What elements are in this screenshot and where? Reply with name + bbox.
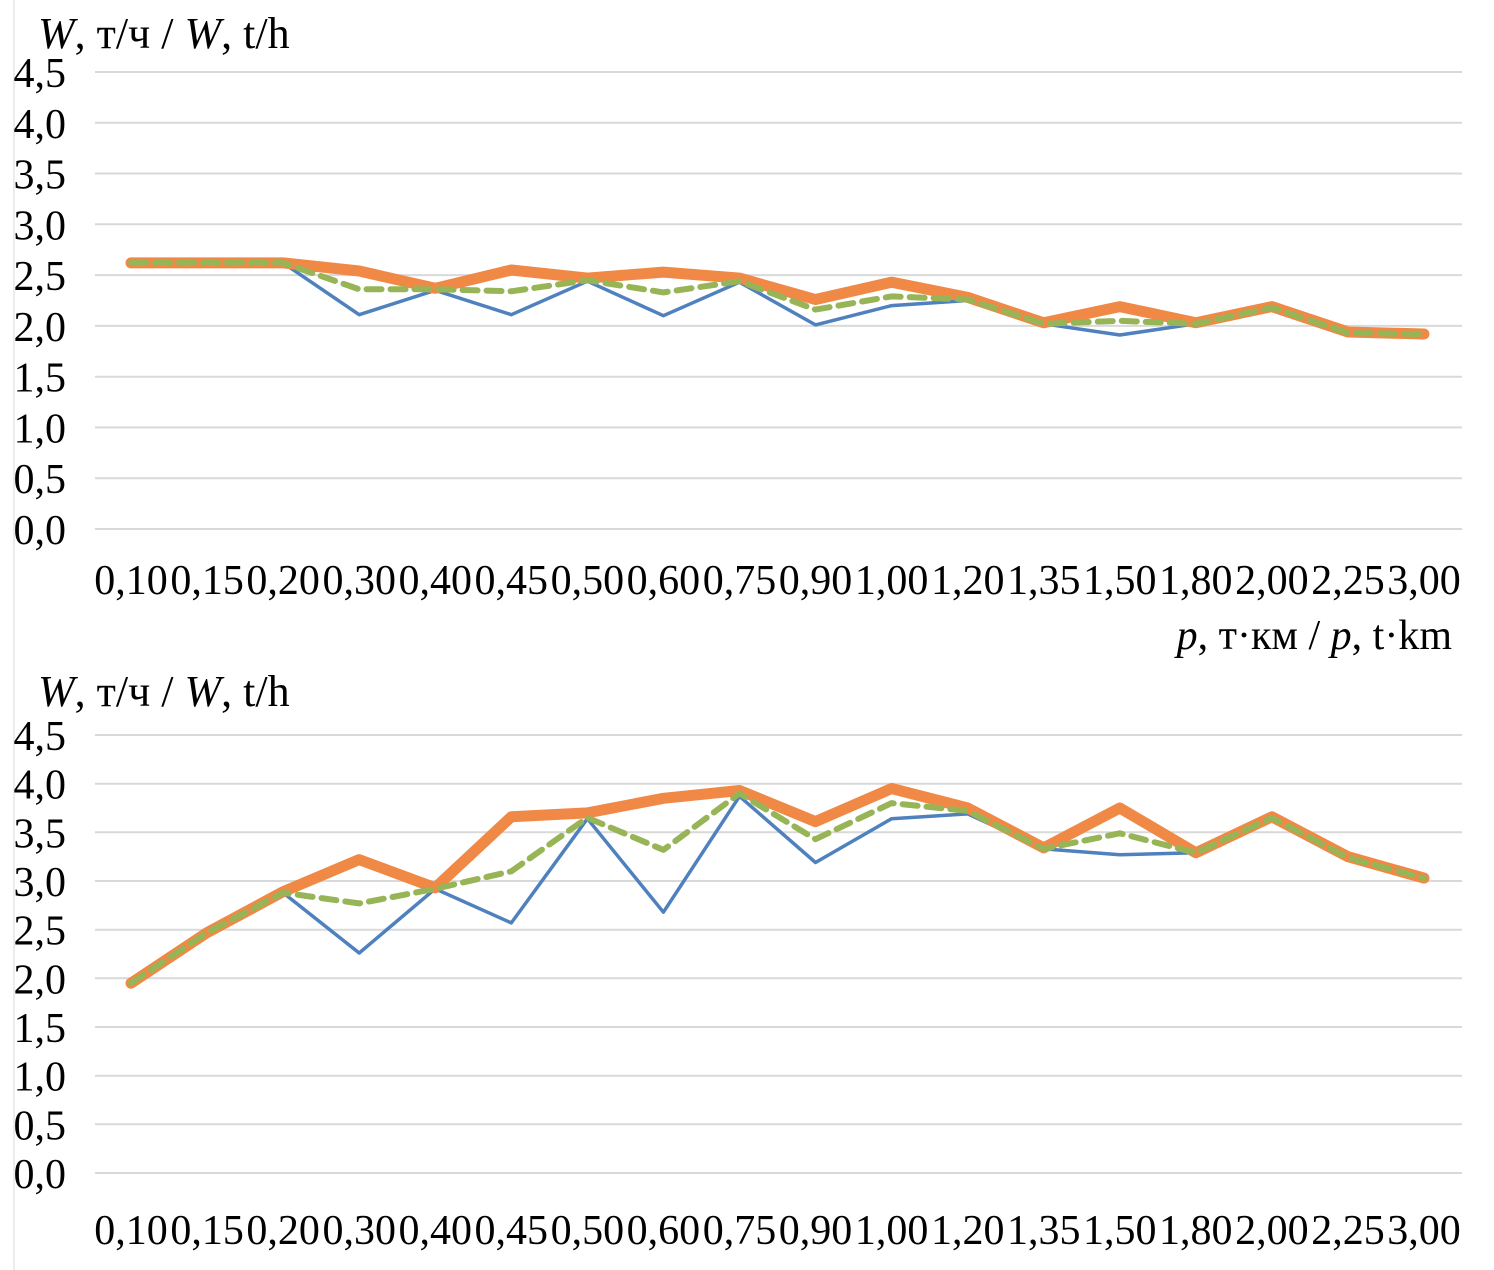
y-tick-label-4,0: 4,0 [14, 763, 67, 809]
series-line-thin-solid-blue [129, 794, 1426, 985]
y-tick-label-4,5: 4,5 [14, 51, 67, 97]
title-text: W [38, 667, 75, 716]
y-tick-label-0,0: 0,0 [14, 1152, 67, 1198]
x-tick-label-2,00: 2,00 [1235, 558, 1309, 604]
x-tick-label-2,00: 2,00 [1235, 1208, 1309, 1254]
x-tick-label-1,00: 1,00 [855, 1208, 929, 1254]
x-tick-label-1,80: 1,80 [1159, 1208, 1233, 1254]
x-tick-label-1,20: 1,20 [931, 1208, 1005, 1254]
series-line-dashed-green [128, 790, 1427, 987]
bottom-chart-canvas: 0,00,51,01,52,02,53,03,54,04,50,10 0,15 0,… [14, 714, 1462, 1254]
title-text: W [184, 667, 222, 716]
y-tick-label-2,0: 2,0 [14, 305, 67, 351]
x-tick-label-0,75: 0,75 [703, 1208, 777, 1254]
title-text: , т/ч / [74, 667, 185, 716]
x-tick-label-1,50: 1,50 [1083, 558, 1157, 604]
x-tick-label-0,15: 0,15 [170, 558, 244, 604]
title-text: , t/h [221, 667, 290, 716]
x-tick-label-0,20: 0,20 [246, 558, 320, 604]
y-tick-label-1,0: 1,0 [14, 1055, 67, 1101]
y-tick-label-1,5: 1,5 [14, 1006, 67, 1052]
x-tick-label-0,90: 0,90 [779, 558, 853, 604]
title-text: , т/ч / [74, 9, 185, 58]
x-tick-label-0,10: 0,10 [94, 1208, 168, 1254]
y-tick-label-0,5: 0,5 [14, 1103, 67, 1149]
y-tick-label-2,0: 2,0 [14, 957, 67, 1003]
title-text: W [184, 9, 222, 58]
y-tick-label-1,5: 1,5 [14, 356, 67, 402]
y-tick-label-4,0: 4,0 [14, 102, 67, 148]
x-tick-label-0,45: 0,45 [475, 1208, 549, 1254]
x-tick-label-3,00: 3,00 [1387, 1208, 1461, 1254]
top-chart-x-axis-title: p, т·км / p, t·km [1177, 612, 1452, 660]
title-text: W [38, 9, 75, 58]
x-tick-label-1,35: 1,35 [1007, 558, 1081, 604]
x-tick-label-0,30: 0,30 [322, 1208, 396, 1254]
x-tick-label-1,20: 1,20 [931, 558, 1005, 604]
x-tick-label-2,25: 2,25 [1311, 1208, 1385, 1254]
y-tick-label-2,5: 2,5 [14, 909, 67, 955]
bottom-chart-y-axis-title: W, т/ч / W, t/h [38, 667, 290, 716]
x-tick-label-0,10: 0,10 [94, 558, 168, 604]
y-tick-label-3,0: 3,0 [14, 203, 67, 249]
x-tick-label-1,35: 1,35 [1007, 1208, 1081, 1254]
y-tick-label-2,5: 2,5 [14, 254, 67, 300]
y-tick-label-0,5: 0,5 [14, 457, 67, 503]
x-tick-label-0,45: 0,45 [475, 558, 549, 604]
x-tick-label-0,40: 0,40 [398, 1208, 472, 1254]
top-chart-canvas: 0,00,51,01,52,02,53,03,54,04,50,10 0,15 0,… [14, 51, 1462, 604]
x-tick-label-0,60: 0,60 [627, 558, 701, 604]
y-tick-label-1,0: 1,0 [14, 406, 67, 452]
top-chart-y-axis-title: W, т/ч / W, t/h [38, 9, 290, 58]
x-tick-label-1,00: 1,00 [855, 558, 929, 604]
title-text: , t/h [221, 9, 290, 58]
x-tick-label-0,50: 0,50 [551, 1208, 625, 1254]
x-tick-label-0,60: 0,60 [627, 1208, 701, 1254]
x-tick-label-0,15: 0,15 [170, 1208, 244, 1254]
x-tick-label-2,25: 2,25 [1311, 558, 1385, 604]
x-tick-label-0,50: 0,50 [551, 558, 625, 604]
x-tick-label-0,75: 0,75 [703, 558, 777, 604]
x-tick-label-1,80: 1,80 [1159, 558, 1233, 604]
xlabel-text: , t·km [1351, 613, 1452, 659]
x-tick-label-0,90: 0,90 [779, 1208, 853, 1254]
y-tick-label-3,0: 3,0 [14, 860, 67, 906]
x-tick-label-1,50: 1,50 [1083, 1208, 1157, 1254]
xlabel-text: , т·км / [1197, 613, 1331, 659]
x-tick-label-0,40: 0,40 [398, 558, 472, 604]
series-line-dashed-green [128, 259, 1427, 337]
xlabel-text: p [1176, 613, 1198, 659]
y-tick-label-3,5: 3,5 [14, 153, 67, 199]
y-tick-label-0,0: 0,0 [14, 508, 67, 554]
series-line-thin-solid-blue [129, 261, 1426, 337]
left-edge-line [13, 0, 15, 1270]
xlabel-text: p [1330, 613, 1352, 659]
y-tick-label-4,5: 4,5 [14, 714, 67, 760]
x-tick-label-0,20: 0,20 [246, 1208, 320, 1254]
y-tick-label-3,5: 3,5 [14, 811, 67, 857]
x-tick-label-3,00: 3,00 [1387, 558, 1461, 604]
x-tick-label-0,30: 0,30 [322, 558, 396, 604]
